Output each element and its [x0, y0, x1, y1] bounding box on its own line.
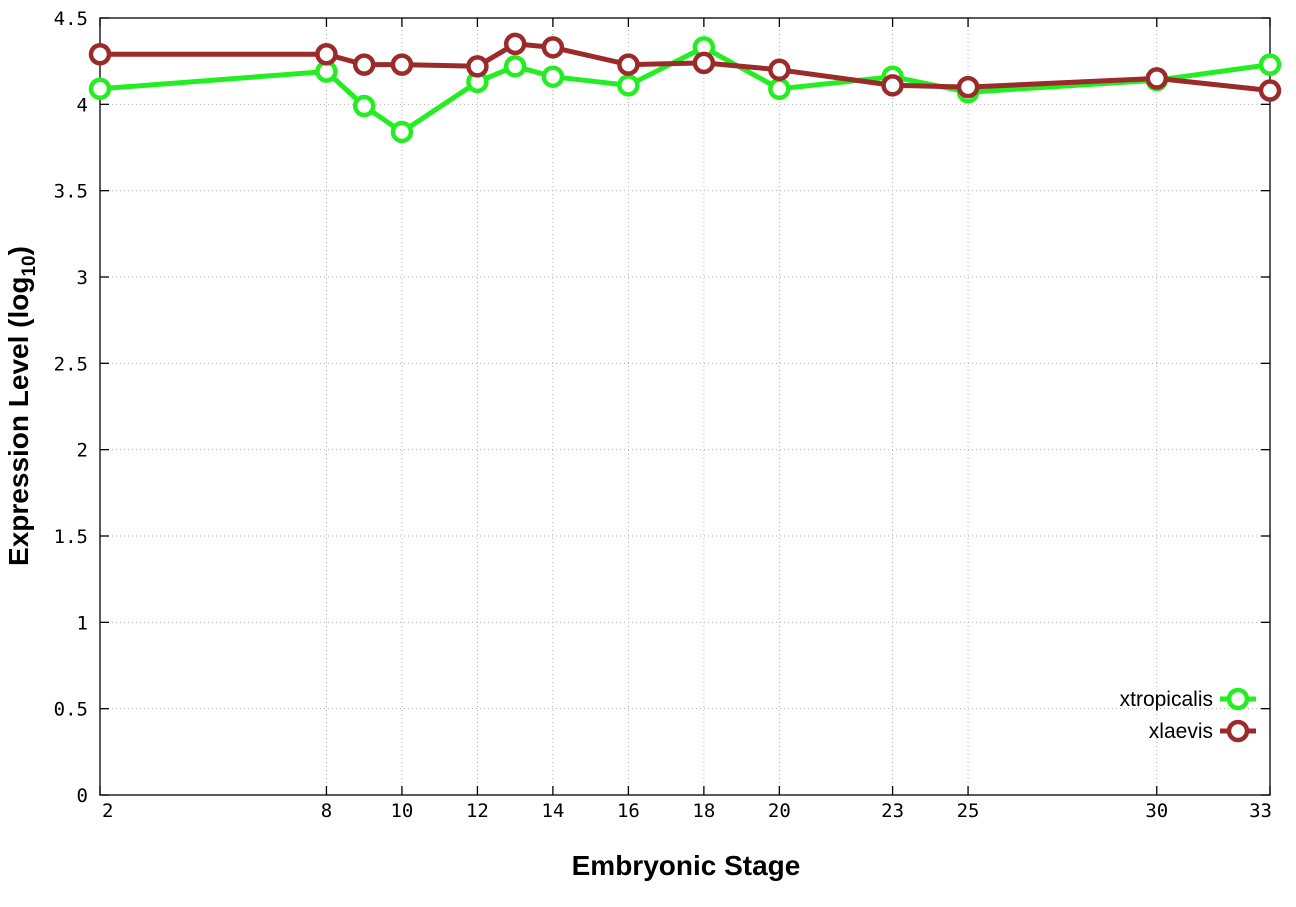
data-point-xlaevis — [503, 32, 527, 56]
y-tick-label: 0.5 — [54, 699, 88, 721]
data-point-xlaevis — [1258, 79, 1282, 102]
data-point-xlaevis — [881, 74, 904, 97]
data-point-xtropicalis — [541, 65, 565, 88]
x-tick-label: 8 — [321, 800, 332, 822]
data-point-xtropicalis — [503, 55, 527, 78]
legend: xtropicalis xlaevis — [1120, 687, 1256, 743]
y-tick-label: 3 — [77, 267, 88, 289]
x-tick-label: 14 — [541, 800, 564, 822]
data-point-xtropicalis — [768, 77, 791, 101]
x-tick-label: 12 — [466, 800, 489, 822]
x-tick-label: 25 — [957, 800, 980, 822]
y-tick-label: 2 — [77, 440, 88, 462]
data-point-xtropicalis — [390, 120, 414, 144]
data-point-xlaevis — [768, 58, 791, 82]
legend-entry-xtropicalis: xtropicalis — [1120, 687, 1256, 711]
grid-lines — [100, 18, 1270, 795]
x-tick-label: 23 — [881, 800, 904, 822]
y-tick-label: 2.5 — [54, 353, 88, 375]
data-point-xlaevis — [692, 51, 716, 75]
y-axis-title: Expression Level (log10) — [3, 246, 40, 566]
x-tick-labels: 2 8 10 12 14 16 18 20 23 25 30 33 — [102, 800, 1272, 822]
y-tick-label: 4.5 — [54, 8, 88, 30]
x-tick-label: 33 — [1249, 800, 1272, 822]
data-point-xlaevis — [466, 55, 489, 78]
y-tick-label: 1 — [77, 612, 88, 634]
legend-label-xlaevis: xlaevis — [1149, 720, 1213, 743]
y-axis-title-main: Expression Level (log — [3, 277, 34, 566]
x-tick-label: 18 — [692, 800, 715, 822]
y-tick-label: 4 — [77, 94, 88, 116]
x-tick-label: 20 — [768, 800, 791, 822]
x-tick-label: 16 — [617, 800, 640, 822]
data-point-xlaevis — [541, 36, 565, 59]
x-tick-label: 10 — [390, 800, 413, 822]
x-tick-label: 2 — [102, 800, 113, 822]
data-point-xtropicalis — [88, 77, 112, 101]
x-axis-title: Embryonic Stage — [572, 850, 801, 881]
legend-label-xtropicalis: xtropicalis — [1120, 688, 1213, 711]
legend-marker-xlaevis — [1226, 719, 1250, 743]
legend-marker-xtropicalis — [1226, 687, 1250, 711]
data-point-xlaevis — [617, 53, 640, 76]
data-point-xlaevis — [390, 53, 414, 76]
data-point-xtropicalis — [1258, 53, 1282, 76]
series-line-xtropicalis — [99, 44, 1271, 135]
y-axis-title-subscript: 10 — [19, 255, 40, 276]
data-point-xtropicalis — [617, 74, 640, 97]
legend-entry-xlaevis: xlaevis — [1149, 719, 1256, 743]
series-xlaevis — [88, 32, 1282, 102]
x-tick-label: 30 — [1145, 800, 1168, 822]
y-tick-label: 1.5 — [54, 526, 88, 548]
y-axis-title-close: ) — [3, 246, 34, 255]
y-tick-label: 0 — [77, 785, 88, 807]
data-point-xlaevis — [315, 43, 338, 66]
data-point-xlaevis — [956, 75, 980, 99]
data-point-xlaevis — [1145, 67, 1169, 90]
data-point-xlaevis — [88, 43, 112, 66]
series-lines — [88, 32, 1282, 144]
y-tick-label: 3.5 — [54, 181, 88, 203]
plot-frame — [99, 17, 1271, 796]
axis-ticks — [99, 17, 1271, 796]
series-line-xlaevis — [100, 41, 1271, 93]
y-tick-labels: 0 0.5 1 1.5 2 2.5 3 3.5 4 4.5 — [54, 8, 88, 807]
data-point-xtropicalis — [352, 94, 376, 118]
data-point-xlaevis — [352, 53, 376, 76]
